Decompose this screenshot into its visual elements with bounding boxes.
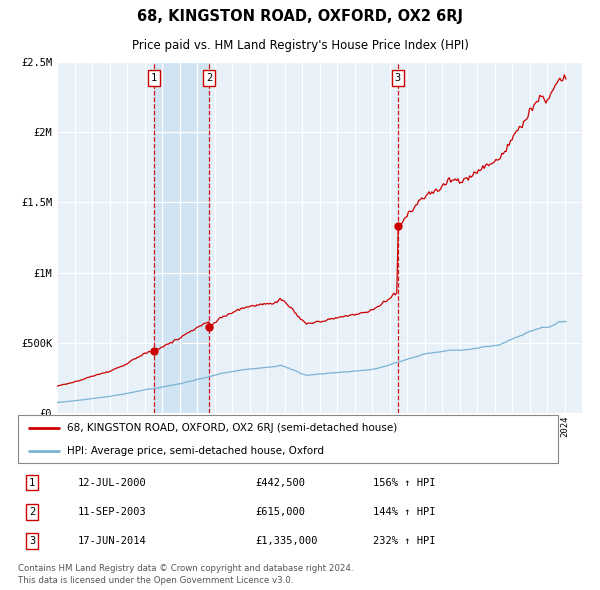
Text: 1: 1 xyxy=(29,477,35,487)
Text: £442,500: £442,500 xyxy=(255,477,305,487)
Text: 68, KINGSTON ROAD, OXFORD, OX2 6RJ (semi-detached house): 68, KINGSTON ROAD, OXFORD, OX2 6RJ (semi… xyxy=(67,423,397,433)
Text: 68, KINGSTON ROAD, OXFORD, OX2 6RJ: 68, KINGSTON ROAD, OXFORD, OX2 6RJ xyxy=(137,9,463,24)
Text: 11-SEP-2003: 11-SEP-2003 xyxy=(77,507,146,517)
Bar xyxy=(154,62,209,413)
Text: This data is licensed under the Open Government Licence v3.0.: This data is licensed under the Open Gov… xyxy=(18,576,293,585)
Text: £1,335,000: £1,335,000 xyxy=(255,536,317,546)
Text: 3: 3 xyxy=(394,73,401,83)
Text: £615,000: £615,000 xyxy=(255,507,305,517)
Text: Contains HM Land Registry data © Crown copyright and database right 2024.: Contains HM Land Registry data © Crown c… xyxy=(18,565,353,573)
Text: HPI: Average price, semi-detached house, Oxford: HPI: Average price, semi-detached house,… xyxy=(67,446,323,456)
Text: 12-JUL-2000: 12-JUL-2000 xyxy=(77,477,146,487)
Text: 2: 2 xyxy=(29,507,35,517)
Text: 3: 3 xyxy=(29,536,35,546)
Text: 2: 2 xyxy=(206,73,212,83)
Text: 1: 1 xyxy=(151,73,157,83)
Text: Price paid vs. HM Land Registry's House Price Index (HPI): Price paid vs. HM Land Registry's House … xyxy=(131,39,469,52)
FancyBboxPatch shape xyxy=(18,415,558,463)
Text: 17-JUN-2014: 17-JUN-2014 xyxy=(77,536,146,546)
Text: 156% ↑ HPI: 156% ↑ HPI xyxy=(373,477,436,487)
Text: 144% ↑ HPI: 144% ↑ HPI xyxy=(373,507,436,517)
Text: 232% ↑ HPI: 232% ↑ HPI xyxy=(373,536,436,546)
